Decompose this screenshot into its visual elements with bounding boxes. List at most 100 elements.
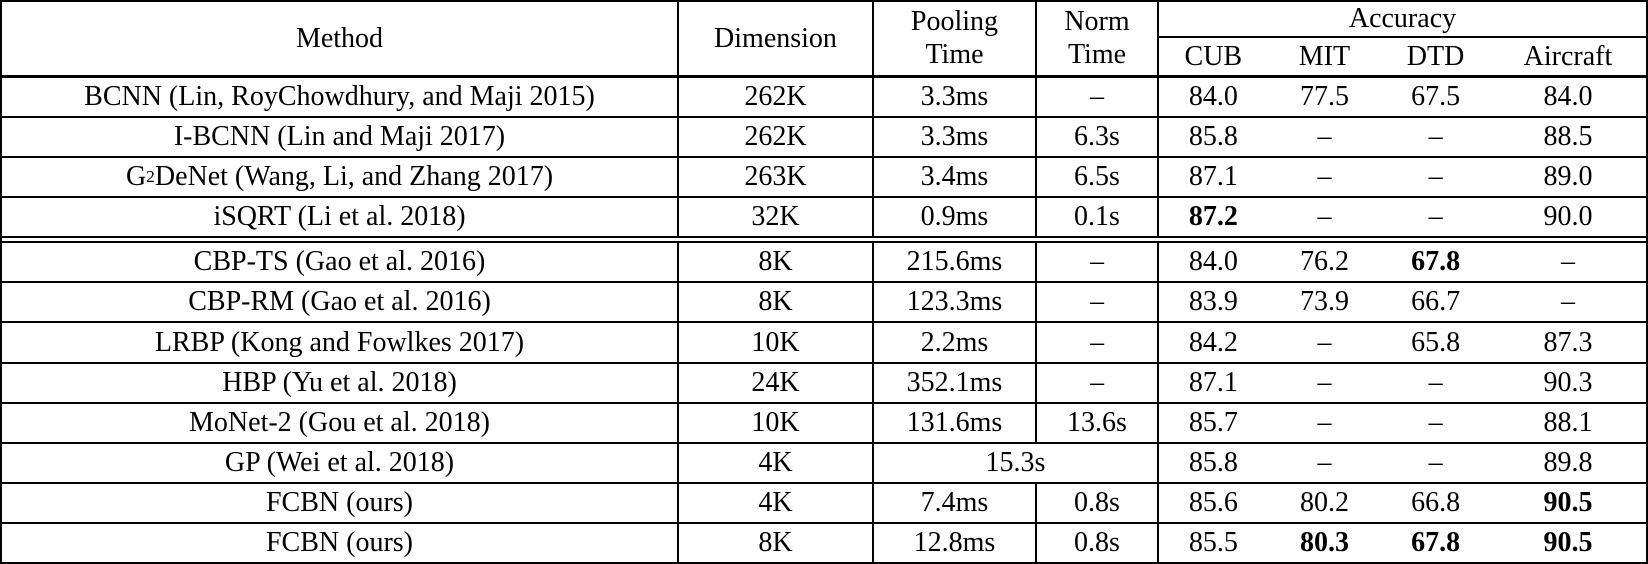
method-cell: HBP (Yu et al. 2018) [222, 366, 457, 398]
row-separator-line [2, 441, 1646, 444]
accuracy-values: 87.1 – – 90.3 [1159, 364, 1646, 402]
accuracy-cub-value: 85.7 [1188, 406, 1238, 438]
row-separator-line [2, 196, 1646, 199]
norm-time-cell: – [1035, 323, 1157, 362]
accuracy-mit-value: – [1317, 406, 1332, 438]
accuracy-aircraft-value: 88.5 [1543, 121, 1593, 153]
method-cell: GP (Wei et al. 2018) [224, 446, 455, 478]
norm-time-cell: 6.5s [1035, 158, 1157, 197]
accuracy-dtd-value: – [1428, 366, 1443, 398]
header-dimension-label: Dimension [714, 22, 837, 54]
method-cell: FCBN (ours) [265, 486, 413, 518]
accuracy-aircraft-value: 87.3 [1543, 326, 1593, 358]
row-separator-line [2, 401, 1646, 404]
dimension-cell: 4K [677, 443, 872, 482]
table-row: I-BCNN (Lin and Maji 2017) 262K 3.3ms 6.3s 8… [2, 118, 1646, 157]
accuracy-cells: 85.5 80.3 67.8 90.5 [1157, 523, 1646, 562]
accuracy-mit-value: 80.3 [1299, 526, 1349, 558]
header-pooling-time: Pooling Time [872, 2, 1035, 75]
accuracy-cells: 85.8 – – 89.8 [1157, 443, 1646, 482]
pooling-time-cell: 123.3ms [872, 283, 1035, 322]
accuracy-dtd-value: – [1428, 446, 1443, 478]
accuracy-cells: 87.1 – – 90.3 [1157, 363, 1646, 402]
method-cell: G 2 DeNet (Wang, Li, and Zhang 2017) [125, 161, 554, 193]
accuracy-dtd-value: 67.8 [1411, 526, 1461, 558]
pooling-norm-merged-cell: 15.3s [872, 443, 1157, 482]
header-norm-line2: Time [1067, 38, 1127, 70]
accuracy-aircraft-value: – [1560, 286, 1575, 318]
pooling-time-cell: 0.9ms [872, 198, 1035, 237]
accuracy-values: 84.0 77.5 67.5 84.0 [1159, 78, 1646, 116]
accuracy-values: 85.7 – – 88.1 [1159, 404, 1646, 442]
table-row: BCNN (Lin, RoyChowdhury, and Maji 2015) 2… [2, 78, 1646, 117]
method-cell: FCBN (ours) [265, 526, 413, 558]
accuracy-cub-value: 87.2 [1188, 201, 1238, 233]
accuracy-dtd-value: – [1428, 406, 1443, 438]
norm-time-cell: – [1035, 363, 1157, 402]
accuracy-aircraft-value: 89.0 [1543, 161, 1593, 193]
header-subcol-aircraft: Aircraft [1523, 40, 1613, 72]
accuracy-cub-value: 85.8 [1188, 121, 1238, 153]
accuracy-cells: 85.8 – – 88.5 [1157, 118, 1646, 157]
header-pooling-line2: Time [925, 38, 984, 70]
row-separator-line [2, 321, 1646, 324]
norm-time-cell: 0.8s [1035, 523, 1157, 562]
accuracy-cells: 87.2 – – 90.0 [1157, 198, 1646, 237]
norm-time-cell: 0.8s [1035, 483, 1157, 522]
accuracy-dtd-value: 66.7 [1411, 286, 1461, 318]
accuracy-cub-value: 85.5 [1188, 526, 1238, 558]
accuracy-values: 87.1 – – 89.0 [1159, 158, 1646, 196]
header-norm-line1: Norm [1064, 6, 1130, 38]
pooling-time-cell: 12.8ms [872, 523, 1035, 562]
pooling-time-cell: 131.6ms [872, 403, 1035, 442]
header-norm-time: Norm Time [1035, 2, 1157, 75]
accuracy-aircraft-value: 90.5 [1543, 486, 1593, 518]
method-cell: MoNet-2 (Gou et al. 2018) [189, 406, 490, 438]
accuracy-cub-value: 85.6 [1188, 486, 1238, 518]
table-row: MoNet-2 (Gou et al. 2018) 10K 131.6ms 13.6s… [2, 403, 1646, 442]
accuracy-cub-value: 84.0 [1188, 246, 1238, 278]
dimension-cell: 8K [677, 523, 872, 562]
accuracy-dtd-value: 65.8 [1411, 326, 1461, 358]
accuracy-cub-value: 83.9 [1188, 286, 1238, 318]
accuracy-cub-value: 84.0 [1188, 81, 1238, 113]
table-row: G 2 DeNet (Wang, Li, and Zhang 2017) 263K 3.… [2, 158, 1646, 197]
table-row: FCBN (ours) 8K 12.8ms 0.8s 85.5 80.3 67.8 90.5 [2, 523, 1646, 562]
accuracy-mit-value: – [1317, 121, 1332, 153]
row-separator-line [2, 116, 1646, 119]
accuracy-dtd-value: – [1428, 161, 1443, 193]
accuracy-values: 85.8 – – 89.8 [1159, 444, 1646, 482]
accuracy-dtd-value: 67.8 [1411, 246, 1461, 278]
accuracy-values: 84.2 – 65.8 87.3 [1159, 323, 1646, 361]
accuracy-aircraft-value: 88.1 [1543, 406, 1593, 438]
accuracy-cub-value: 87.1 [1188, 161, 1238, 193]
method-cell: BCNN (Lin, RoyChowdhury, and Maji 2015) [84, 81, 595, 113]
group-separator-double-line [2, 236, 1646, 244]
dimension-cell: 4K [677, 483, 872, 522]
accuracy-aircraft-value: 90.5 [1543, 526, 1593, 558]
table-row: iSQRT (Li et al. 2018) 32K 0.9ms 0.1s 87.2 – –… [2, 198, 1646, 237]
accuracy-cub-value: 84.2 [1188, 326, 1238, 358]
accuracy-cells: 84.0 77.5 67.5 84.0 [1157, 78, 1646, 117]
method-cell: I-BCNN (Lin and Maji 2017) [173, 121, 506, 153]
method-cell: LRBP (Kong and Fowlkes 2017) [154, 326, 525, 358]
table-row: FCBN (ours) 4K 7.4ms 0.8s 85.6 80.2 66.8 90.5 [2, 483, 1646, 522]
accuracy-cub-value: 87.1 [1188, 366, 1238, 398]
accuracy-aircraft-value: 84.0 [1543, 81, 1593, 113]
accuracy-cub-value: 85.8 [1188, 446, 1238, 478]
accuracy-mit-value: 73.9 [1299, 286, 1349, 318]
accuracy-mit-value: 76.2 [1299, 246, 1349, 278]
accuracy-cells: 87.1 – – 89.0 [1157, 158, 1646, 197]
accuracy-mit-value: – [1317, 161, 1332, 193]
table-row: CBP-TS (Gao et al. 2016) 8K 215.6ms –84.0 76… [2, 243, 1646, 282]
dimension-cell: 262K [677, 118, 872, 157]
dimension-cell: 8K [677, 243, 872, 282]
method-cell: iSQRT (Li et al. 2018) [213, 201, 466, 233]
accuracy-cells: 85.6 80.2 66.8 90.5 [1157, 483, 1646, 522]
norm-time-cell: 6.3s [1035, 118, 1157, 157]
dimension-cell: 262K [677, 78, 872, 117]
dimension-cell: 8K [677, 283, 872, 322]
table-body: BCNN (Lin, RoyChowdhury, and Maji 2015) 2… [2, 78, 1646, 562]
table-header-row: Method Dimension Pooling Time Norm Time … [2, 2, 1646, 78]
